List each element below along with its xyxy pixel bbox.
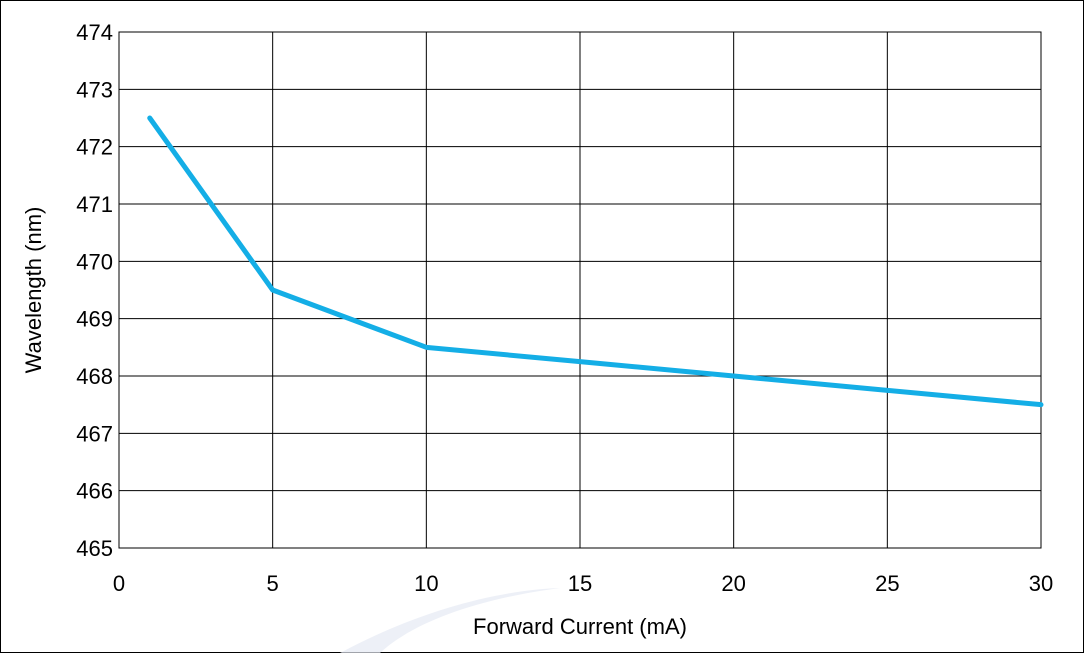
- x-axis-tick-labels: 0 5 10 15 20 25 30: [113, 571, 1053, 596]
- y-tick-label: 465: [76, 536, 113, 561]
- x-tick-label: 5: [267, 571, 279, 596]
- y-tick-label: 469: [76, 307, 113, 332]
- x-tick-label: 25: [875, 571, 899, 596]
- y-tick-label: 474: [76, 20, 113, 45]
- y-axis-tick-labels: 465 466 467 468 469 470 471 472 473 474: [76, 20, 113, 561]
- y-tick-label: 468: [76, 364, 113, 389]
- plot-area-border: [118, 31, 1042, 549]
- y-tick-label: 473: [76, 77, 113, 102]
- y-axis-label: Wavelength (nm): [21, 207, 46, 374]
- y-tick-label: 470: [76, 249, 113, 274]
- x-tick-label: 10: [414, 571, 438, 596]
- y-tick-label: 471: [76, 192, 113, 217]
- x-tick-label: 0: [113, 571, 125, 596]
- y-tick-label: 472: [76, 135, 113, 160]
- x-tick-label: 20: [721, 571, 745, 596]
- y-tick-label: 466: [76, 479, 113, 504]
- y-tick-label: 467: [76, 421, 113, 446]
- x-tick-label: 15: [568, 571, 592, 596]
- watermark-swoosh: [340, 588, 560, 653]
- series-layer: [147, 115, 1044, 408]
- x-tick-label: 30: [1029, 571, 1053, 596]
- x-axis-label: Forward Current (mA): [473, 614, 687, 639]
